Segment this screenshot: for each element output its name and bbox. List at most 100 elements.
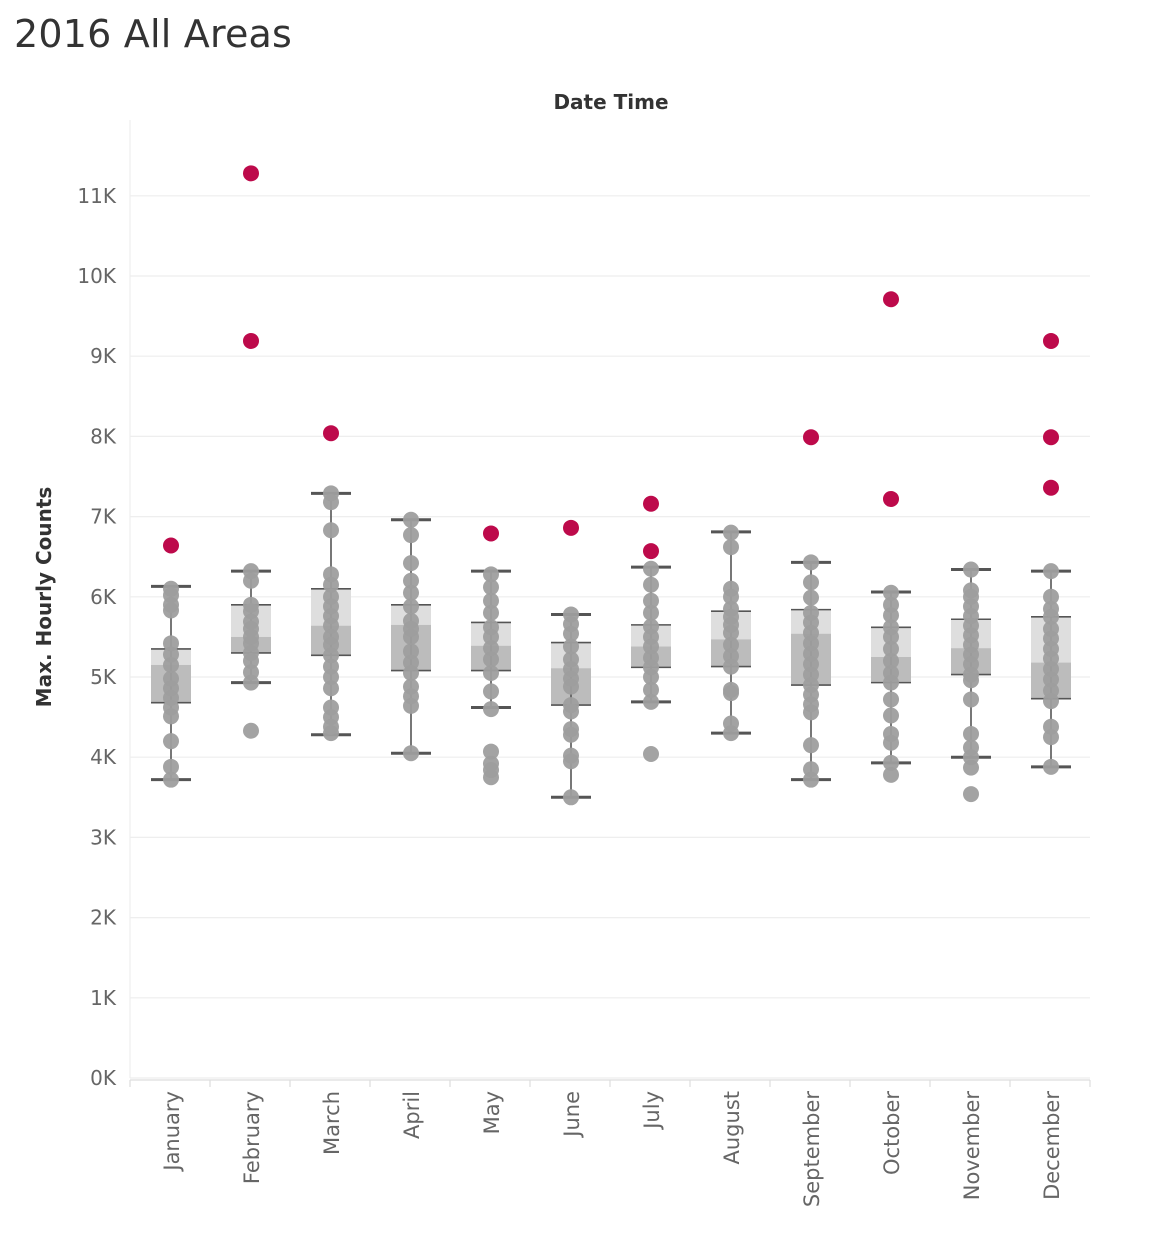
outlier-point: [243, 332, 259, 349]
data-point: [883, 754, 899, 771]
data-point: [403, 598, 419, 615]
outlier-point: [1043, 479, 1059, 496]
month-label: March: [320, 1091, 344, 1155]
data-point: [483, 743, 499, 760]
y-tick-label: 9K: [90, 344, 117, 368]
y-axis-title: Max. Hourly Counts: [32, 487, 56, 708]
data-point: [803, 737, 819, 754]
month-label: September: [800, 1091, 824, 1207]
month-label: August: [720, 1091, 744, 1165]
data-point: [163, 646, 179, 663]
data-point: [323, 485, 339, 502]
data-point: [403, 572, 419, 589]
outlier-point: [1043, 332, 1059, 349]
data-point: [883, 691, 899, 708]
data-point: [723, 580, 739, 597]
data-point: [483, 619, 499, 636]
data-point: [643, 592, 659, 609]
points-layer: [163, 485, 1059, 806]
data-point: [883, 619, 899, 636]
outlier-point: [643, 543, 659, 560]
data-point: [163, 670, 179, 687]
y-tick-label: 10K: [77, 264, 116, 288]
data-point: [163, 758, 179, 775]
data-point: [403, 612, 419, 629]
data-point: [323, 588, 339, 605]
data-point: [483, 640, 499, 657]
month-label: October: [880, 1091, 904, 1175]
data-point: [163, 580, 179, 597]
data-point: [723, 681, 739, 698]
data-point: [163, 771, 179, 788]
data-point: [403, 511, 419, 528]
y-tick-label: 5K: [90, 665, 117, 689]
outlier-point: [163, 537, 179, 554]
data-point: [563, 747, 579, 764]
data-point: [483, 683, 499, 700]
data-point: [563, 697, 579, 714]
data-point: [963, 691, 979, 708]
data-point: [883, 707, 899, 724]
month-label: June: [560, 1091, 584, 1139]
data-point: [883, 640, 899, 657]
grid-layer: [129, 120, 1090, 1079]
data-point: [323, 522, 339, 539]
column-header: Date Time: [553, 90, 668, 114]
data-point: [723, 600, 739, 617]
data-point: [403, 678, 419, 695]
data-point: [883, 664, 899, 681]
outlier-point: [803, 429, 819, 446]
y-tick-label: 7K: [90, 505, 117, 529]
data-point: [1043, 588, 1059, 605]
month-label: February: [240, 1091, 264, 1184]
data-point: [963, 725, 979, 742]
chart-title: 2016 All Areas: [14, 12, 293, 56]
data-point: [243, 664, 259, 681]
boxes-layer: [151, 491, 1071, 799]
data-point: [563, 721, 579, 738]
data-point: [803, 574, 819, 591]
data-point: [1043, 718, 1059, 735]
data-point: [483, 579, 499, 596]
data-point: [803, 761, 819, 778]
data-point: [803, 554, 819, 571]
month-label: May: [480, 1091, 504, 1134]
data-point: [403, 584, 419, 601]
y-axis-ticks: 0K 1K 2K 3K 4K 5K 6K 7K 8K 9K 10K 11K: [77, 184, 116, 1090]
data-point: [483, 592, 499, 609]
data-point: [1043, 563, 1059, 580]
data-point: [643, 560, 659, 577]
y-tick-label: 4K: [90, 745, 117, 769]
month-label: January: [160, 1091, 184, 1173]
data-point: [483, 651, 499, 668]
data-point: [723, 648, 739, 665]
data-point: [243, 563, 259, 580]
data-point: [323, 566, 339, 583]
y-tick-label: 1K: [90, 986, 117, 1010]
data-point: [803, 604, 819, 621]
data-point: [643, 693, 659, 710]
data-point: [323, 680, 339, 697]
outlier-point: [883, 291, 899, 308]
data-point: [643, 745, 659, 762]
data-point: [963, 739, 979, 756]
data-point: [323, 658, 339, 675]
data-point: [563, 638, 579, 655]
month-label: April: [400, 1091, 424, 1139]
data-point: [643, 604, 659, 621]
outlier-point: [563, 519, 579, 536]
x-axis: January February March April May June July Augu…: [129, 1079, 1091, 1207]
data-point: [643, 576, 659, 593]
data-point: [243, 596, 259, 613]
y-tick-label: 6K: [90, 585, 117, 609]
y-tick-label: 11K: [77, 184, 116, 208]
data-point: [963, 561, 979, 578]
outlier-point: [1043, 429, 1059, 446]
data-point: [643, 618, 659, 635]
data-point: [723, 636, 739, 653]
data-point: [1043, 682, 1059, 699]
data-point: [403, 643, 419, 660]
data-point: [643, 681, 659, 698]
data-point: [883, 584, 899, 601]
